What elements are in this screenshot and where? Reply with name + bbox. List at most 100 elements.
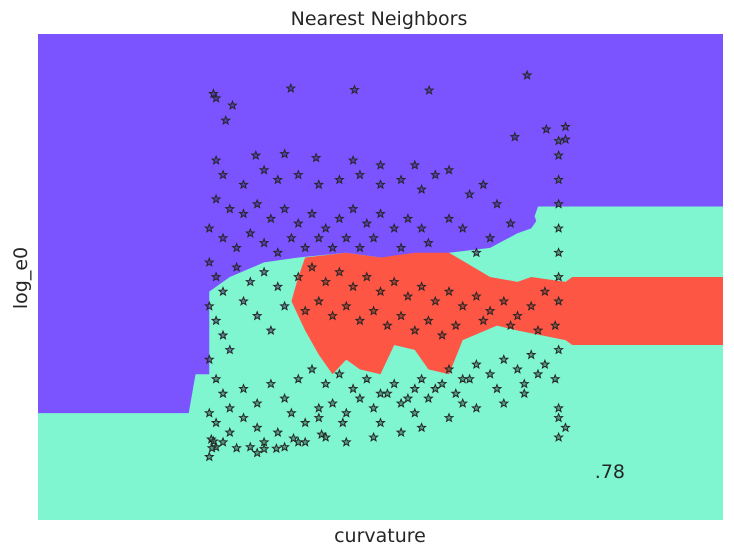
data-point-star (395, 397, 407, 408)
data-point-star (306, 208, 318, 219)
data-point-star (316, 428, 327, 440)
data-point-star (347, 281, 359, 292)
decision-region-class-0 (38, 34, 723, 414)
data-point-star (299, 417, 311, 428)
data-point-star (416, 422, 427, 433)
data-point-star (224, 426, 236, 438)
data-point-star (310, 152, 322, 163)
data-point-star (251, 447, 263, 458)
data-point-star (416, 222, 427, 233)
data-point-star (553, 402, 564, 413)
data-point-star (349, 84, 360, 95)
data-point-star (505, 320, 516, 331)
data-point-star (292, 271, 304, 282)
data-point-star (251, 310, 263, 321)
data-point-star (286, 407, 297, 418)
data-point-star (443, 286, 455, 297)
data-point-star (327, 397, 338, 408)
data-point-star (361, 271, 373, 282)
data-point-star (203, 222, 215, 233)
data-point-star (477, 315, 489, 326)
data-point-star (327, 310, 338, 321)
data-point-star (368, 431, 379, 442)
data-point-star (220, 114, 232, 126)
data-point-star (231, 442, 242, 453)
data-point-star (258, 266, 270, 277)
data-point-star (347, 154, 359, 165)
data-point-star (203, 300, 215, 311)
data-point-star (429, 383, 441, 394)
data-point-star (286, 232, 297, 243)
data-point-star (409, 407, 421, 418)
data-point-star (464, 373, 475, 384)
data-point-star (354, 392, 366, 404)
data-point-star (251, 422, 263, 433)
data-point-star (340, 407, 352, 418)
data-point-star (285, 82, 297, 93)
data-point-star (436, 329, 448, 340)
data-point-star (258, 443, 270, 454)
data-point-star (272, 247, 284, 258)
data-point-star (560, 422, 571, 433)
data-point-star (416, 183, 427, 195)
data-point-star (288, 432, 299, 443)
data-point-star (450, 320, 462, 331)
data-point-star (450, 388, 462, 399)
data-point-star (553, 222, 564, 233)
data-point-star (334, 266, 345, 277)
data-point-star (292, 217, 304, 229)
data-point-star (250, 149, 262, 161)
data-point-star (549, 320, 561, 331)
data-point-star (409, 324, 421, 336)
data-point-star (484, 232, 496, 243)
data-point-star (334, 213, 345, 224)
data-point-star (471, 402, 482, 413)
data-point-star (382, 388, 393, 399)
data-point-star (423, 315, 434, 326)
data-point-star (217, 286, 229, 297)
data-point-star (375, 179, 386, 190)
data-point-star (395, 310, 407, 321)
data-point-star (553, 174, 564, 185)
data-point-star (208, 88, 219, 99)
data-point-star (210, 92, 222, 103)
data-point-star (224, 344, 236, 355)
data-point-star (436, 378, 448, 389)
data-point-star (368, 402, 379, 413)
data-point-star (382, 320, 393, 331)
data-point-star (279, 203, 290, 214)
data-point-star (388, 378, 400, 389)
data-point-star (477, 179, 489, 190)
data-point-star (423, 392, 434, 404)
data-point-star (347, 203, 359, 214)
data-point-star (313, 402, 325, 413)
data-point-star (210, 193, 222, 204)
data-point-star (464, 188, 475, 199)
data-point-star (375, 159, 386, 170)
data-point-star (443, 213, 455, 224)
data-point-star (265, 378, 277, 389)
data-point-star (203, 354, 215, 365)
data-point-star (224, 203, 236, 214)
data-point-star (238, 412, 249, 423)
data-point-star (238, 179, 249, 190)
data-point-star (457, 222, 469, 233)
data-point-star (258, 164, 270, 175)
data-point-star (498, 354, 510, 365)
data-point-star (299, 305, 311, 316)
data-point-star (334, 368, 345, 379)
data-point-star (553, 198, 564, 209)
data-point-star (320, 378, 332, 389)
data-point-star (409, 159, 421, 170)
data-point-star (292, 373, 304, 384)
data-point-star (279, 441, 290, 452)
data-point-star (210, 373, 222, 384)
data-point-star (553, 295, 564, 306)
data-point-star (210, 315, 222, 326)
data-point-star (217, 388, 229, 399)
data-point-star (258, 237, 270, 248)
data-point-star (208, 435, 219, 446)
data-point-star (512, 363, 523, 374)
data-point-star (532, 324, 544, 336)
data-point-star (368, 232, 379, 243)
